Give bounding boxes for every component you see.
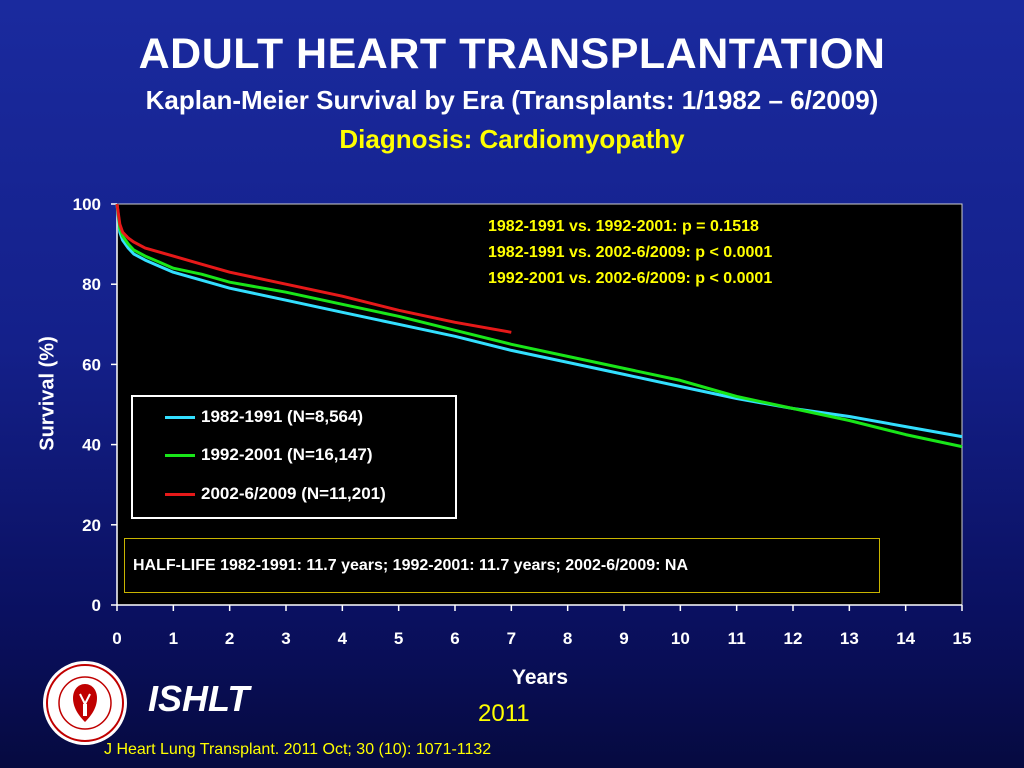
legend-label: 2002-6/2009 (N=11,201)	[201, 484, 386, 503]
legend-swatch-red	[165, 492, 195, 496]
x-tick-label: 2	[225, 629, 234, 648]
half-life-box: HALF-LIFE 1982-1991: 11.7 years; 1992-20…	[124, 538, 880, 593]
x-tick-label: 4	[338, 629, 348, 648]
x-tick-label: 1	[169, 629, 178, 648]
y-tick-label: 0	[92, 596, 101, 615]
legend-swatch-cyan	[165, 415, 195, 419]
page-title: ADULT HEART TRANSPLANTATION	[138, 30, 886, 78]
legend-item-1992-2001: 1992-2001 (N=16,147)	[165, 443, 373, 467]
x-tick-label: 8	[563, 629, 572, 648]
x-tick-label: 12	[784, 629, 803, 648]
citation: J Heart Lung Transplant. 2011 Oct; 30 (1…	[104, 741, 492, 758]
x-tick-label: 11	[728, 629, 746, 648]
x-tick-label: 14	[896, 629, 915, 648]
p-value-line-1: 1982-1991 vs. 1992-2001: p = 0.1518	[488, 218, 759, 235]
series-line-1	[115, 203, 963, 449]
legend-label: 1992-2001 (N=16,147)	[201, 445, 373, 464]
x-tick-label: 13	[840, 629, 859, 648]
x-tick-label: 7	[507, 629, 516, 648]
half-life-text: HALF-LIFE 1982-1991: 11.7 years; 1992-20…	[133, 557, 689, 574]
x-tick-label: 6	[450, 629, 459, 648]
y-tick-label: 80	[82, 275, 101, 294]
y-axis-label: Survival (%)	[36, 336, 59, 451]
x-tick-label: 10	[671, 629, 690, 648]
x-axis-label: Years	[511, 666, 569, 689]
chart-legend: 1982-1991 (N=8,564) 1992-2001 (N=16,147)…	[131, 395, 457, 519]
p-value-annotations: 1982-1991 vs. 1992-2001: p = 0.1518 1982…	[488, 214, 772, 292]
x-tick-label: 9	[619, 629, 628, 648]
diagnosis-subtitle: Diagnosis: Cardiomyopathy	[339, 124, 685, 154]
p-value-line-2: 1982-1991 vs. 2002-6/2009: p < 0.0001	[488, 244, 773, 261]
page-subtitle: Kaplan-Meier Survival by Era (Transplant…	[145, 85, 879, 115]
x-tick-label: 3	[281, 629, 290, 648]
x-tick-label: 5	[394, 629, 403, 648]
org-name: ISHLT	[148, 678, 250, 719]
y-tick-label: 20	[82, 516, 101, 535]
ishlt-seal-icon	[43, 661, 127, 745]
y-tick-label: 40	[82, 436, 101, 455]
legend-label: 1982-1991 (N=8,564)	[201, 407, 364, 426]
legend-swatch-green	[165, 453, 195, 457]
legend-item-1982-1991: 1982-1991 (N=8,564)	[165, 405, 363, 429]
p-value-line-3: 1992-2001 vs. 2002-6/2009: p < 0.0001	[488, 270, 773, 287]
legend-item-2002-2009: 2002-6/2009 (N=11,201)	[165, 482, 386, 506]
y-tick-label: 100	[73, 195, 101, 214]
x-tick-label: 0	[112, 629, 121, 648]
footer-year: 2011	[478, 700, 530, 727]
x-tick-label: 15	[953, 629, 972, 648]
series-line-2	[115, 203, 512, 334]
y-tick-label: 60	[82, 355, 101, 374]
